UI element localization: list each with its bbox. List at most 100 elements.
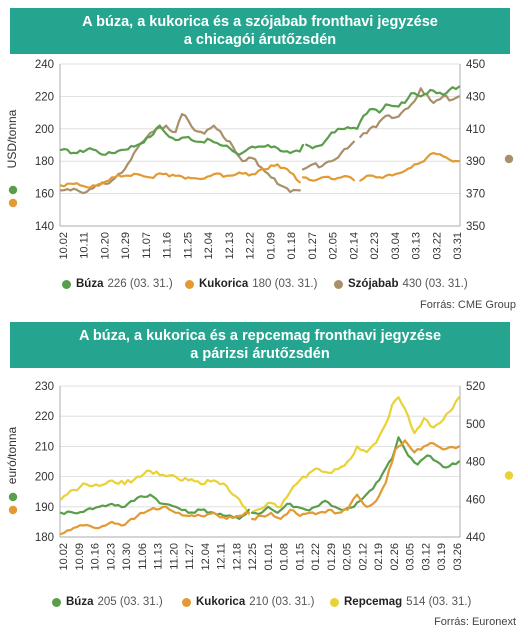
x-tick-label: 01.27 xyxy=(307,232,319,260)
series-line-kukorica xyxy=(59,152,461,189)
legend-date: (03. 31.) xyxy=(424,278,468,290)
x-tick-label: 01.29 xyxy=(326,543,338,571)
x-tick-label: 11.16 xyxy=(162,232,174,259)
legend-date: (03. 31.) xyxy=(428,596,472,608)
y-tick-label: 180 xyxy=(35,532,54,544)
legend-date: (03. 31.) xyxy=(129,278,173,290)
chart-svg-chicago: 140 160 180 200 220 240 350 370 390 410 430 450 USD/… xyxy=(5,59,514,260)
x-tick-label: 01.08 xyxy=(279,543,291,571)
x-tick-label: 03.26 xyxy=(452,543,464,571)
x-tick-label: 03.22 xyxy=(431,232,443,260)
x-tick-label: 11.27 xyxy=(184,543,196,570)
legend-date: (03. 31.) xyxy=(271,596,315,608)
chart-title-line1: A búza, a kukorica és a repcemag frontha… xyxy=(78,328,442,344)
x-tick-label: 01.15 xyxy=(294,543,306,571)
x-tick-label: 12.04 xyxy=(203,232,215,260)
x-tick-label: 02.14 xyxy=(348,232,360,260)
y-axis-label: euró/tonna xyxy=(5,426,19,484)
y2-tick-label: 520 xyxy=(466,381,485,393)
y2-tick-label: 410 xyxy=(466,124,485,136)
legend-value: 210 xyxy=(249,596,269,608)
x-tick-label: 10.11 xyxy=(79,232,91,259)
legend-dot xyxy=(185,279,194,289)
x-tick-label: 03.04 xyxy=(390,232,402,260)
y-tick-label: 160 xyxy=(35,189,54,201)
x-tick-label: 10.20 xyxy=(99,232,111,260)
x-tick-label: 10.09 xyxy=(74,543,86,571)
y2-tick-label: 500 xyxy=(466,419,485,431)
x-tick-label: 01.09 xyxy=(265,232,277,260)
y2-tick-label: 480 xyxy=(466,457,485,469)
legend-dot xyxy=(52,597,61,607)
x-tick-label: 12.13 xyxy=(224,232,236,260)
x-tick-label: 12.11 xyxy=(216,543,228,570)
x-tick-label: 03.13 xyxy=(411,232,423,260)
x-tick-label: 03.31 xyxy=(452,232,464,260)
y2-tick-label: 430 xyxy=(466,91,485,103)
y-tick-label: 230 xyxy=(35,381,54,393)
legend-date: (03. 31.) xyxy=(119,596,163,608)
legend-value: 430 xyxy=(402,278,422,290)
x-tick-label: 10.02 xyxy=(58,543,70,571)
legend-label: Kukorica xyxy=(196,596,246,608)
chart-panel-paris: A búza, a kukorica és a repcemag frontha… xyxy=(0,318,528,636)
source-note: Forrás: CME Group xyxy=(420,299,516,311)
legend-label: Repcemag xyxy=(344,596,403,608)
y2-tick-label: 440 xyxy=(466,532,485,544)
legend-item-buza: Búza 205 (03. 31.) xyxy=(52,596,163,608)
legend-dot xyxy=(330,597,339,607)
x-tick-label: 02.23 xyxy=(369,232,381,260)
legend-value: 205 xyxy=(97,596,117,608)
legend-item-buza: Búza 226 (03. 31.) xyxy=(62,278,173,290)
y-tick-label: 180 xyxy=(35,156,54,168)
x-tick-label: 03.05 xyxy=(405,543,417,571)
x-tick-label: 03.12 xyxy=(420,543,432,571)
legend: Búza 226 (03. 31.) Kukorica 180 (03. 31.… xyxy=(0,278,528,294)
x-tick-label: 11.07 xyxy=(141,232,153,259)
chart-title: A búza, a kukorica és a szójabab frontha… xyxy=(10,8,510,54)
series-line-búza xyxy=(59,85,461,156)
legend-dot xyxy=(62,279,71,289)
legend-dot xyxy=(334,279,343,289)
legend-item-repcemag: Repcemag 514 (03. 31.) xyxy=(330,596,471,608)
y-tick-label: 240 xyxy=(35,59,54,71)
y-tick-label: 220 xyxy=(35,91,54,103)
legend-value: 180 xyxy=(252,278,272,290)
legend-value: 226 xyxy=(107,278,127,290)
legend-label: Búza xyxy=(76,278,104,290)
series-line-kukorica xyxy=(59,439,461,536)
x-tick-label: 02.19 xyxy=(373,543,385,571)
legend-label: Búza xyxy=(66,596,94,608)
x-tick-label: 12.22 xyxy=(245,232,257,260)
x-tick-label: 02.05 xyxy=(342,543,354,571)
y-tick-label: 200 xyxy=(35,124,54,136)
y2-tick-label: 450 xyxy=(466,59,485,71)
axis-series-dot xyxy=(8,198,18,208)
legend-label: Kukorica xyxy=(199,278,249,290)
y2-tick-label: 460 xyxy=(466,494,485,506)
x-tick-label: 12.18 xyxy=(231,543,243,571)
y-tick-label: 140 xyxy=(35,221,54,233)
legend-item-szojabab: Szójabab 430 (03. 31.) xyxy=(334,278,468,290)
y-axis-label: USD/tonna xyxy=(5,109,19,168)
y-tick-label: 200 xyxy=(35,472,54,484)
x-tick-label: 11.06 xyxy=(137,543,149,570)
legend-item-kukorica: Kukorica 210 (03. 31.) xyxy=(182,596,314,608)
legend-dot xyxy=(182,597,191,607)
x-tick-label: 11.25 xyxy=(182,232,194,259)
y-tick-label: 210 xyxy=(35,441,54,453)
x-tick-label: 10.23 xyxy=(105,543,117,571)
legend: Búza 205 (03. 31.) Kukorica 210 (03. 31.… xyxy=(0,596,528,612)
y-tick-label: 220 xyxy=(35,411,54,423)
x-tick-label: 10.02 xyxy=(58,232,70,260)
chart-panel-chicago: A búza, a kukorica és a szójabab frontha… xyxy=(0,8,528,311)
series-line-repcemag xyxy=(59,396,461,516)
x-tick-label: 01.01 xyxy=(263,543,275,571)
source-note: Forrás: Euronext xyxy=(434,616,516,628)
y2-tick-label: 390 xyxy=(466,156,485,168)
x-tick-label: 11.20 xyxy=(168,543,180,570)
legend-date: (03. 31.) xyxy=(274,278,318,290)
x-tick-label: 03.19 xyxy=(436,543,448,571)
x-tick-label: 02.26 xyxy=(389,543,401,571)
x-tick-label: 12.25 xyxy=(247,543,259,571)
